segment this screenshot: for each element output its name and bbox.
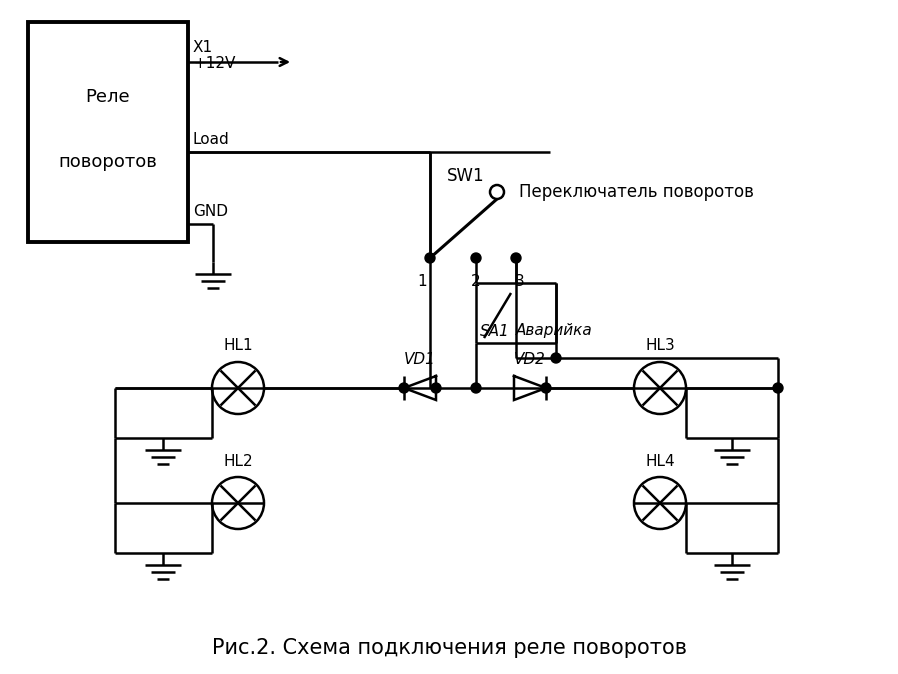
Circle shape: [551, 353, 561, 363]
Text: HL3: HL3: [645, 338, 675, 353]
Text: поворотов: поворотов: [58, 153, 157, 171]
Circle shape: [773, 383, 783, 393]
Text: +12V: +12V: [193, 57, 235, 71]
Text: VD1: VD1: [404, 353, 436, 367]
Circle shape: [471, 383, 481, 393]
Circle shape: [425, 253, 435, 263]
Text: HL4: HL4: [645, 454, 674, 468]
Text: HL2: HL2: [224, 454, 253, 468]
Text: Load: Load: [193, 133, 230, 148]
Text: GND: GND: [193, 204, 228, 220]
Text: 1: 1: [418, 274, 427, 289]
Text: Аварийка: Аварийка: [516, 324, 593, 338]
Text: X1: X1: [193, 40, 213, 55]
Circle shape: [511, 253, 521, 263]
Text: Переключатель поворотов: Переключатель поворотов: [519, 183, 754, 201]
Circle shape: [541, 383, 551, 393]
Circle shape: [471, 253, 481, 263]
Circle shape: [431, 383, 441, 393]
Text: VD2: VD2: [514, 353, 546, 367]
Text: Реле: Реле: [85, 88, 130, 106]
Text: HL1: HL1: [224, 338, 253, 353]
Text: Рис.2. Схема подключения реле поворотов: Рис.2. Схема подключения реле поворотов: [212, 638, 686, 658]
Text: SA1: SA1: [480, 324, 510, 338]
Bar: [28, 22, 188, 242]
Text: 2: 2: [471, 274, 480, 289]
Text: SW1: SW1: [447, 167, 485, 185]
Circle shape: [399, 383, 409, 393]
Text: 3: 3: [515, 274, 524, 289]
